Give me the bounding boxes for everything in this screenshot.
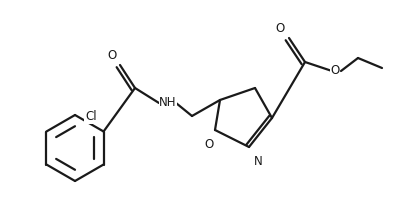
Text: O: O <box>108 49 117 62</box>
Text: N: N <box>254 155 263 168</box>
Text: O: O <box>276 22 285 35</box>
Text: NH: NH <box>159 96 177 109</box>
Text: O: O <box>330 65 340 78</box>
Text: Cl: Cl <box>85 111 97 124</box>
Text: O: O <box>204 138 214 151</box>
